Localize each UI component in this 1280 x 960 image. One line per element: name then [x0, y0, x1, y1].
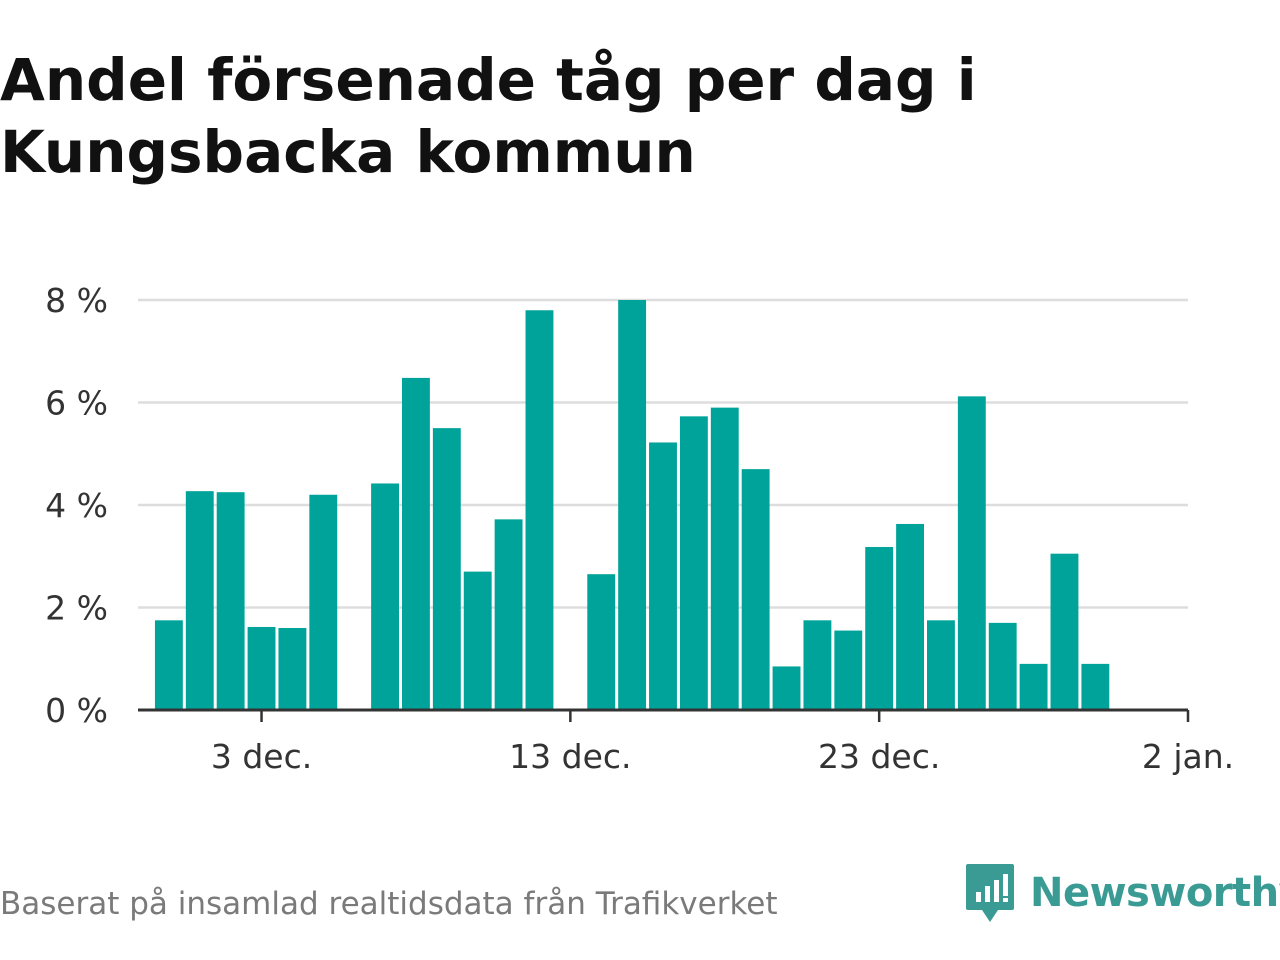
bars: [154, 300, 1110, 710]
bar: [834, 630, 863, 710]
bar: [216, 492, 245, 710]
y-tick-label: 4 %: [45, 486, 108, 525]
bar: [988, 622, 1017, 710]
brand-logo[interactable]: Newsworthy: [964, 862, 1280, 924]
source-note: Baserat på insamlad realtidsdata från Tr…: [0, 886, 778, 922]
y-tick-label: 6 %: [45, 384, 108, 423]
x-tick-label: 2 jan.: [1142, 737, 1234, 776]
newsworthy-logo-icon: [966, 864, 1014, 922]
axes: [138, 708, 1190, 722]
chart-title: Andel försenade tåg per dag i Kungsbacka…: [0, 46, 977, 186]
y-tick-label: 0 %: [45, 691, 108, 730]
x-tick-label: 23 dec.: [818, 737, 940, 776]
bar: [309, 494, 338, 710]
bar: [772, 666, 801, 710]
bar: [432, 428, 461, 710]
x-tick-labels: 3 dec. 13 dec. 23 dec. 2 jan.: [211, 737, 1234, 776]
bar: [927, 620, 955, 710]
bar: [371, 483, 399, 710]
y-tick-label: 8 %: [45, 281, 108, 320]
bar: [494, 519, 523, 710]
bar: [896, 523, 924, 710]
bar: [185, 491, 214, 710]
bar: [957, 396, 986, 710]
bar: [278, 628, 307, 710]
bar: [741, 469, 770, 710]
x-tick-label: 3 dec.: [211, 737, 312, 776]
bar: [1050, 553, 1079, 710]
bar: [710, 407, 739, 710]
bar: [1081, 663, 1110, 710]
y-tick-labels: 0 % 2 % 4 % 6 % 8 %: [45, 281, 108, 730]
brand-name: Newsworthy: [1030, 870, 1280, 916]
bar: [803, 620, 832, 710]
bar: [525, 310, 554, 710]
y-tick-label: 2 %: [45, 589, 108, 628]
x-tick-label: 13 dec.: [509, 737, 631, 776]
bar: [587, 574, 616, 710]
bar: [154, 620, 183, 710]
bar: [247, 626, 276, 710]
bar-chart: 0 % 2 % 4 % 6 % 8 % 3 dec. 13 dec. 23 dec. 2 ja…: [45, 281, 1234, 776]
bar: [649, 442, 677, 710]
bar: [463, 571, 492, 710]
bar: [1019, 663, 1048, 710]
bar: [402, 377, 430, 710]
bar: [865, 547, 894, 710]
bar: [618, 300, 647, 710]
bar: [679, 416, 708, 710]
